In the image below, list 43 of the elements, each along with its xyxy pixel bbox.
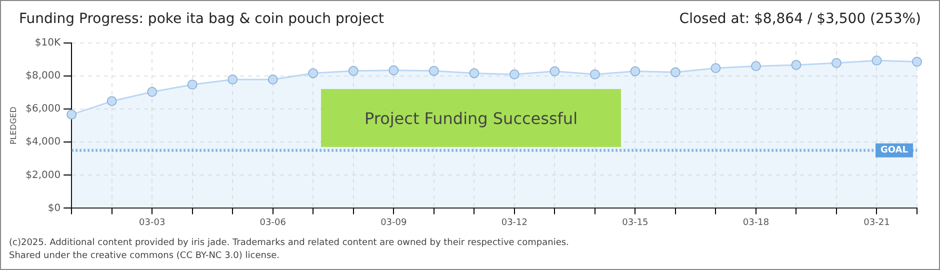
text: Shared under the creative commons (CC BY-NC 3.0) license. xyxy=(9,250,281,263)
point xyxy=(66,110,77,120)
point xyxy=(872,56,882,66)
y-tick-label: $0 xyxy=(48,202,61,214)
x-tick-label: 03-15 xyxy=(622,218,648,228)
point xyxy=(590,69,600,80)
point xyxy=(509,69,520,80)
x-tick-label: 03-03 xyxy=(139,218,166,228)
text: (c)2025. Additional content provided by iris jade. Trademarks and related content are owned by their respective companies. xyxy=(9,237,569,250)
success-banner: Project Funding Successful xyxy=(321,89,621,147)
chart-title: Funding Progress: poke ita bag & coin pouch project xyxy=(19,11,384,27)
point xyxy=(187,80,198,90)
point xyxy=(106,96,117,106)
x-tick-label: 03-12 xyxy=(501,218,528,228)
point xyxy=(750,61,761,72)
annotation: Project Funding Successful xyxy=(364,108,578,128)
point xyxy=(912,56,922,67)
point xyxy=(791,60,802,70)
point xyxy=(228,74,238,85)
point xyxy=(388,65,399,76)
point xyxy=(428,66,439,76)
point xyxy=(630,66,640,76)
y-axis-title: PLEDGED xyxy=(8,106,18,145)
y-tick-label: $2,000 xyxy=(26,170,61,181)
point xyxy=(710,63,721,74)
x-tick-label: 03-18 xyxy=(742,218,770,228)
x-tick-label: 03-09 xyxy=(380,218,407,228)
point xyxy=(268,74,278,85)
y-tick-label: $6,000 xyxy=(26,104,61,115)
point xyxy=(550,66,560,76)
y-tick-label: $8,000 xyxy=(26,70,61,82)
point xyxy=(469,68,480,78)
point xyxy=(670,67,680,78)
x-tick-label: 03-06 xyxy=(260,218,286,228)
point xyxy=(348,66,358,76)
point xyxy=(831,58,842,68)
x-tick-label: 03-21 xyxy=(864,218,890,228)
chart-subtitle: Closed at: $8,864 / $3,500 (253%) xyxy=(679,11,921,27)
point xyxy=(147,86,158,97)
y-tick-label: $10K xyxy=(34,38,62,49)
point xyxy=(308,68,318,78)
ref-line-label: GOAL xyxy=(880,146,908,156)
y-tick-label: $4,000 xyxy=(26,136,61,148)
